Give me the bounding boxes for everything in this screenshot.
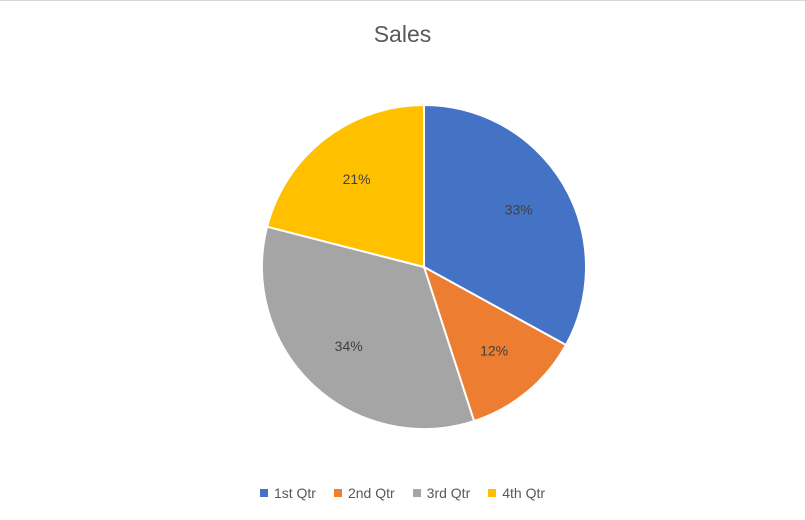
legend-swatch [488, 489, 497, 497]
data-label: 21% [343, 171, 371, 187]
chart-title: Sales [373, 21, 432, 47]
legend-swatch [259, 489, 268, 497]
data-label: 33% [505, 202, 533, 218]
data-label: 12% [480, 342, 508, 358]
legend-item-4th-qtr: 4th Qtr [488, 485, 545, 501]
legend-swatch [412, 489, 421, 497]
legend-label: 3rd Qtr [426, 485, 471, 501]
legend-label: 1st Qtr [273, 485, 316, 501]
pie-slice-3rd-qtr [261, 225, 476, 430]
legend: 1st Qtr 2nd Qtr 3rd Qtr 4th Qtr [0, 485, 805, 501]
legend-item-2nd-qtr: 2nd Qtr [333, 485, 395, 501]
legend-label: 4th Qtr [502, 485, 546, 501]
data-label: 34% [335, 338, 363, 354]
legend-swatch [333, 489, 342, 497]
pie-slice-2nd-qtr [422, 264, 568, 423]
legend-item-3rd-qtr: 3rd Qtr [412, 485, 471, 501]
pie-slice-4th-qtr [265, 103, 425, 269]
pie-slice-1st-qtr [423, 103, 587, 347]
legend-label: 2nd Qtr [347, 485, 395, 501]
legend-item-1st-qtr: 1st Qtr [259, 485, 316, 501]
